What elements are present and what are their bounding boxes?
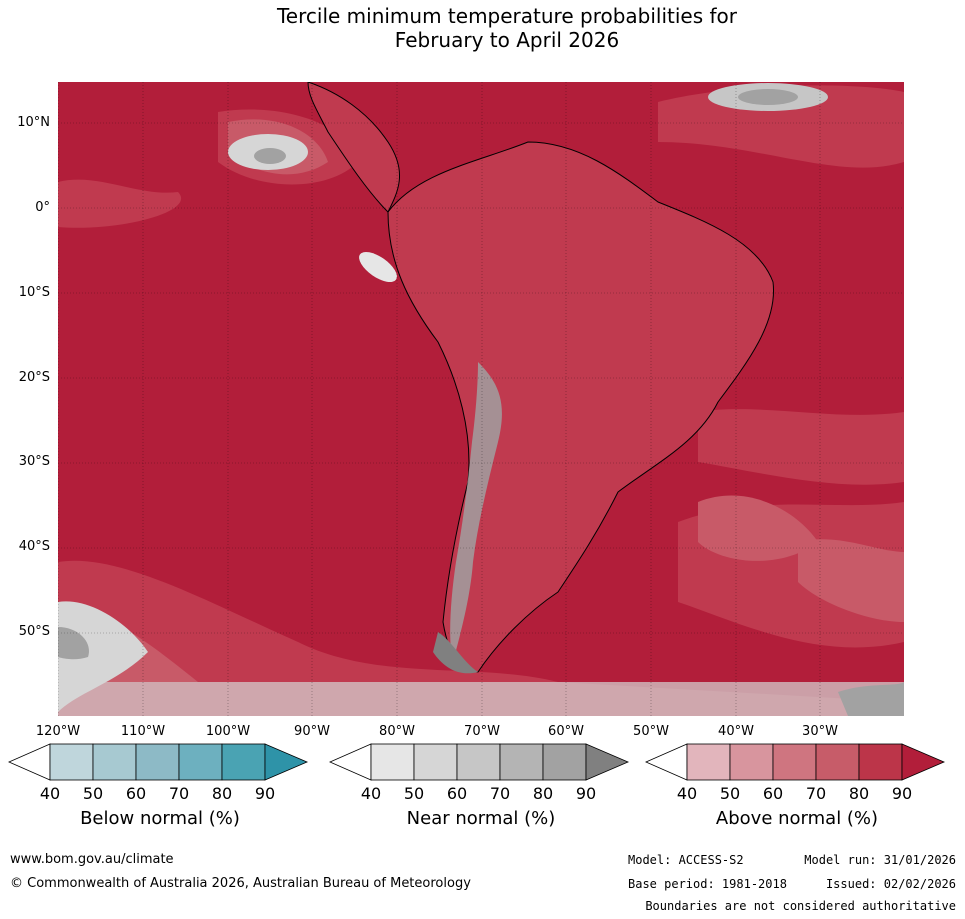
near-normal-title: Near normal (%) bbox=[406, 808, 556, 829]
lat-label-20s: 20°S bbox=[18, 370, 50, 385]
title-line-1: Tercile minimum temperature probabilitie… bbox=[276, 4, 738, 28]
south-america-land bbox=[307, 82, 775, 674]
above-colorbar-max-triangle bbox=[901, 743, 946, 781]
below-colorbar-segment bbox=[49, 743, 94, 781]
model-run-text: Model run: 31/01/2026 bbox=[804, 853, 956, 867]
below-normal-title: Below normal (%) bbox=[80, 808, 240, 829]
map-canvas bbox=[58, 82, 904, 716]
below-colorbar-segment bbox=[178, 743, 223, 781]
near-colorbar-segment bbox=[542, 743, 587, 781]
issued-text: Issued: 02/02/2026 bbox=[825, 877, 956, 891]
lon-label-40w: 40°W bbox=[718, 724, 754, 739]
near-colorbar-tick: 40 bbox=[360, 784, 382, 803]
lon-label-80w: 80°W bbox=[379, 724, 415, 739]
lat-label-50s: 50°S bbox=[18, 624, 50, 639]
above-colorbar-segment bbox=[729, 743, 774, 781]
above-normal-title: Above normal (%) bbox=[715, 808, 879, 829]
near-colorbar-tick: 80 bbox=[532, 784, 554, 803]
above-colorbar-tick: 50 bbox=[719, 784, 741, 803]
below-colorbar-max-triangle bbox=[264, 743, 309, 781]
near-colorbar-segment bbox=[370, 743, 415, 781]
website-link[interactable]: www.bom.gov.au/climate bbox=[10, 852, 174, 867]
below-colorbar-segment bbox=[92, 743, 137, 781]
above-colorbar-segment bbox=[772, 743, 817, 781]
near-colorbar-tick: 50 bbox=[403, 784, 425, 803]
lat-label-0: 0° bbox=[35, 200, 50, 215]
near-colorbar-max-triangle bbox=[585, 743, 630, 781]
above-colorbar-segment bbox=[858, 743, 903, 781]
near-colorbar-segment bbox=[499, 743, 544, 781]
model-text: Model: ACCESS-S2 bbox=[628, 853, 744, 867]
below-normal-colorbar bbox=[8, 743, 309, 781]
above-colorbar-tick: 80 bbox=[848, 784, 870, 803]
base-period-text: Base period: 1981-2018 bbox=[628, 877, 787, 891]
title-line-2: February to April 2026 bbox=[394, 28, 620, 52]
below-colorbar-tick: 80 bbox=[211, 784, 233, 803]
below-colorbar-tick: 40 bbox=[39, 784, 61, 803]
below-colorbar-tick: 60 bbox=[125, 784, 147, 803]
lat-label-40s: 40°S bbox=[18, 539, 50, 554]
copyright-text: © Commonwealth of Australia 2026, Austra… bbox=[10, 876, 471, 891]
below-colorbar-min-triangle bbox=[8, 743, 51, 781]
lat-label-10s: 10°S bbox=[18, 285, 50, 300]
near-colorbar-segment bbox=[413, 743, 458, 781]
below-colorbar-segment bbox=[221, 743, 266, 781]
above-normal-colorbar bbox=[645, 743, 946, 781]
above-colorbar-segment bbox=[686, 743, 731, 781]
boundaries-note: Boundaries are not considered authoritat… bbox=[645, 899, 956, 913]
graticule bbox=[58, 82, 904, 716]
below-colorbar-tick: 70 bbox=[168, 784, 190, 803]
lon-label-60w: 60°W bbox=[548, 724, 584, 739]
lon-label-50w: 50°W bbox=[633, 724, 669, 739]
near-colorbar-min-triangle bbox=[329, 743, 372, 781]
above-colorbar-segment bbox=[815, 743, 860, 781]
lon-label-30w: 30°W bbox=[802, 724, 838, 739]
near-normal-colorbar bbox=[329, 743, 630, 781]
near-colorbar-tick: 70 bbox=[489, 784, 511, 803]
lon-label-90w: 90°W bbox=[294, 724, 330, 739]
near-colorbar-tick: 60 bbox=[446, 784, 468, 803]
above-colorbar-tick: 90 bbox=[891, 784, 913, 803]
lon-label-110w: 110°W bbox=[120, 724, 166, 739]
near-colorbar-tick: 90 bbox=[575, 784, 597, 803]
above-colorbar-tick: 40 bbox=[676, 784, 698, 803]
lat-label-10n: 10°N bbox=[17, 115, 50, 130]
above-colorbar-tick: 60 bbox=[762, 784, 784, 803]
lon-label-120w: 120°W bbox=[35, 724, 81, 739]
probability-map bbox=[58, 82, 904, 716]
above-colorbar-tick: 70 bbox=[805, 784, 827, 803]
below-colorbar-segment bbox=[135, 743, 180, 781]
below-colorbar-tick: 50 bbox=[82, 784, 104, 803]
map-title: Tercile minimum temperature probabilitie… bbox=[0, 4, 965, 52]
lat-label-30s: 30°S bbox=[18, 454, 50, 469]
lon-label-100w: 100°W bbox=[205, 724, 251, 739]
below-colorbar-tick: 90 bbox=[254, 784, 276, 803]
near-colorbar-segment bbox=[456, 743, 501, 781]
near-normal-patches bbox=[58, 83, 904, 716]
lon-label-70w: 70°W bbox=[464, 724, 500, 739]
above-colorbar-min-triangle bbox=[645, 743, 688, 781]
